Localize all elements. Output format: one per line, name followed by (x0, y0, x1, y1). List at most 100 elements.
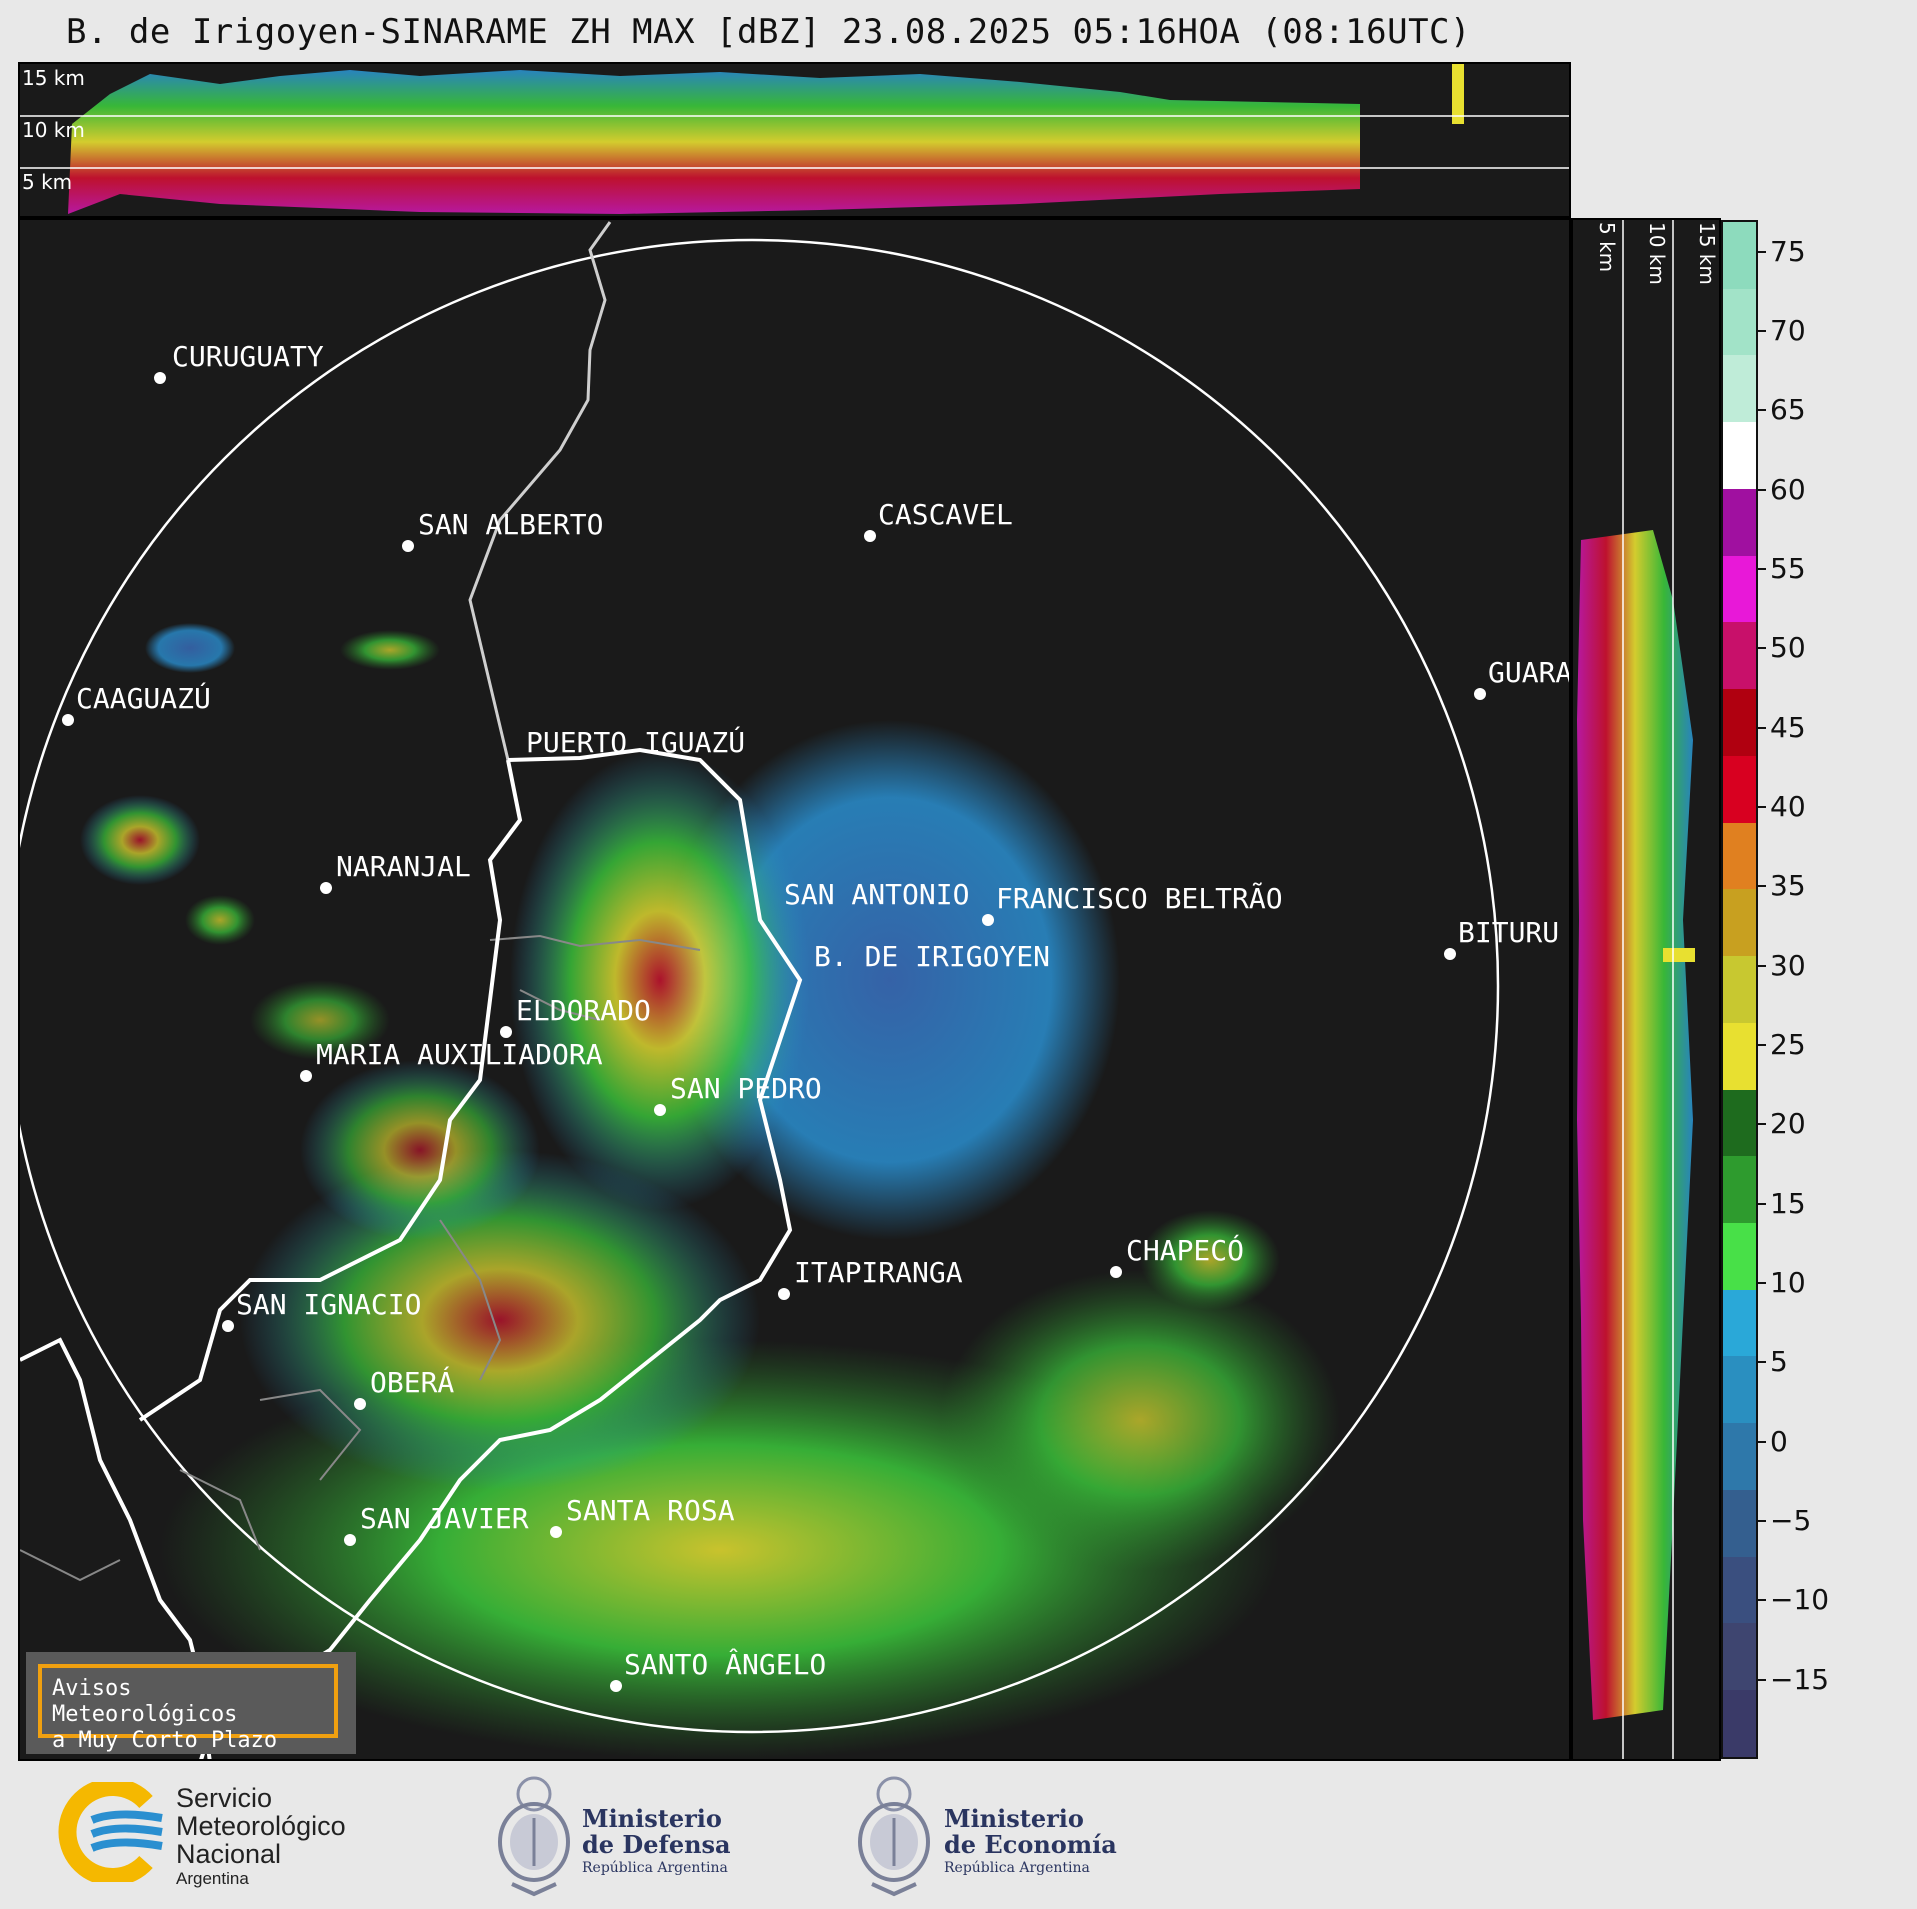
city-label-san-javier: SAN JAVIER (360, 1502, 529, 1535)
city-dot-caaguazu (62, 714, 74, 726)
defensa-line-2: de Defensa (582, 1830, 731, 1859)
colorbar-tick-mark (1758, 1599, 1766, 1602)
city-label-b-de-irigoyen: B. DE IRIGOYEN (814, 940, 1050, 973)
colorbar-tick-mark (1758, 1123, 1766, 1126)
side-cross-section-panel: 5 km 10 km 15 km (1571, 218, 1721, 1761)
smn-line-4: Argentina (176, 1869, 249, 1888)
city-label-bituru: BITURU (1458, 916, 1559, 949)
city-dot-cascavel (864, 530, 876, 542)
city-dot-san-alberto (402, 540, 414, 552)
economia-logo-text: Ministerio de Economía República Argenti… (944, 1806, 1117, 1878)
top-label-15km: 15 km (22, 66, 85, 90)
city-dot-maria-auxiliadora (300, 1070, 312, 1082)
city-label-itapiranga: ITAPIRANGA (794, 1256, 963, 1289)
radar-map: CURUGUATY SAN ALBERTO CASCAVEL CAAGUAZÚ … (20, 221, 1571, 1759)
colorbar-tick-label: 45 (1770, 710, 1806, 744)
city-label-curuguaty: CURUGUATY (172, 340, 324, 373)
colorbar-tick-mark (1758, 1282, 1766, 1285)
colorbar-tick-label: 55 (1770, 552, 1806, 586)
smn-line-2: Meteorológico (176, 1811, 346, 1841)
city-label-san-alberto: SAN ALBERTO (418, 508, 603, 541)
aviso-box: Avisos Meteorológicos a Muy Corto Plazo (26, 1652, 356, 1754)
city-label-cascavel: CASCAVEL (878, 498, 1013, 531)
city-label-eldorado: ELDORADO (516, 994, 651, 1027)
chart-title: B. de Irigoyen-SINARAME ZH MAX [dBZ] 23.… (66, 12, 1471, 52)
colorbar-tick-label: 75 (1770, 234, 1806, 268)
colorbar-tick-label: 30 (1770, 948, 1806, 982)
city-label-san-pedro: SAN PEDRO (670, 1072, 822, 1105)
colorbar-tick-label: 20 (1770, 1107, 1806, 1141)
coat-of-arms-icon (858, 1776, 930, 1897)
city-dot-naranjal (320, 882, 332, 894)
city-dot-eldorado (500, 1026, 512, 1038)
defensa-logo-text: Ministerio de Defensa República Argentin… (582, 1806, 731, 1878)
city-dot-chapeco (1110, 1266, 1122, 1278)
smn-logo-icon (58, 1782, 163, 1882)
colorbar-tick-mark (1758, 409, 1766, 412)
colorbar-tick-label: 25 (1770, 1028, 1806, 1062)
colorbar-tick-mark (1758, 647, 1766, 650)
city-label-maria-auxiliadora: MARIA AUXILIADORA (316, 1038, 603, 1071)
city-dot-san-pedro (654, 1104, 666, 1116)
colorbar-tick-mark (1758, 330, 1766, 333)
city-label-guara: GUARA (1488, 656, 1571, 689)
colorbar-tick-mark (1758, 885, 1766, 888)
economia-line-1: Ministerio (944, 1804, 1084, 1833)
city-label-santa-rosa: SANTA ROSA (566, 1494, 735, 1527)
colorbar-tick-label: −10 (1770, 1583, 1830, 1617)
economia-line-3: República Argentina (944, 1860, 1090, 1876)
colorbar-tick-label: 60 (1770, 472, 1806, 506)
top-cross-section-panel: 15 km 10 km 5 km (18, 62, 1571, 218)
city-dot-bituru (1444, 948, 1456, 960)
economia-line-2: de Economía (944, 1830, 1117, 1859)
colorbar-tick-mark (1758, 964, 1766, 967)
side-label-10km: 10 km (1645, 222, 1669, 285)
colorbar-tick-mark (1758, 568, 1766, 571)
colorbar-tick-label: 10 (1770, 1266, 1806, 1300)
colorbar-tick-mark (1758, 1520, 1766, 1522)
colorbar-tick-label: 5 (1770, 1345, 1788, 1379)
defensa-line-1: Ministerio (582, 1804, 722, 1833)
top-label-5km: 5 km (22, 170, 73, 194)
city-dot-santa-rosa (550, 1526, 562, 1538)
colorbar-tick-label: 65 (1770, 393, 1806, 427)
smn-line-3: Nacional (176, 1839, 282, 1869)
city-label-naranjal: NARANJAL (336, 850, 471, 883)
top-cross-section (20, 64, 1569, 214)
city-label-puerto-iguazu: PUERTO IGUAZÚ (526, 725, 745, 759)
colorbar-tick-mark (1758, 1044, 1766, 1047)
colorbar-tick-mark (1758, 806, 1766, 809)
side-cross-section (1577, 220, 1695, 1759)
smn-line-1: Servicio (176, 1783, 273, 1813)
colorbar-tick-label: 50 (1770, 631, 1806, 665)
colorbar-tick-mark (1758, 1202, 1766, 1205)
aviso-line-2: a Muy Corto Plazo (52, 1728, 278, 1753)
colorbar (1721, 220, 1758, 1759)
city-dot-san-ignacio (222, 1320, 234, 1332)
colorbar-tick-mark (1758, 726, 1766, 729)
defensa-line-3: República Argentina (582, 1860, 728, 1876)
colorbar-tick-mark (1758, 1361, 1766, 1364)
aviso-line-1: Avisos Meteorológicos (52, 1676, 238, 1727)
colorbar-tick-mark (1758, 1440, 1766, 1443)
colorbar-tick-mark (1758, 1678, 1766, 1681)
city-label-chapeco: CHAPECÓ (1126, 1233, 1244, 1267)
colorbar-tick-label: −5 (1770, 1504, 1812, 1537)
city-dot-itapiranga (778, 1288, 790, 1300)
side-label-15km: 15 km (1695, 222, 1719, 285)
colorbar-tick-mark (1758, 488, 1766, 491)
coat-of-arms-icon (498, 1776, 570, 1897)
colorbar-tick-mark (1758, 250, 1766, 253)
colorbar-tick-label: 15 (1770, 1186, 1806, 1220)
colorbar-tick-label: 0 (1770, 1424, 1788, 1458)
aviso-frame: Avisos Meteorológicos a Muy Corto Plazo (38, 1664, 338, 1753)
city-label-san-antonio: SAN ANTONIO (784, 878, 969, 911)
colorbar-tick-label: 40 (1770, 790, 1806, 824)
city-label-san-ignacio: SAN IGNACIO (236, 1288, 421, 1321)
smn-logo-text: Servicio Meteorológico Nacional Argentin… (176, 1784, 346, 1890)
city-markers (62, 372, 1486, 1692)
radar-map-panel: CURUGUATY SAN ALBERTO CASCAVEL CAAGUAZÚ … (18, 218, 1571, 1761)
city-label-caaguazu: CAAGUAZÚ (76, 681, 211, 715)
city-label-francisco-beltrao: FRANCISCO BELTRÃO (996, 882, 1283, 915)
colorbar-tick-label: 35 (1770, 869, 1806, 903)
